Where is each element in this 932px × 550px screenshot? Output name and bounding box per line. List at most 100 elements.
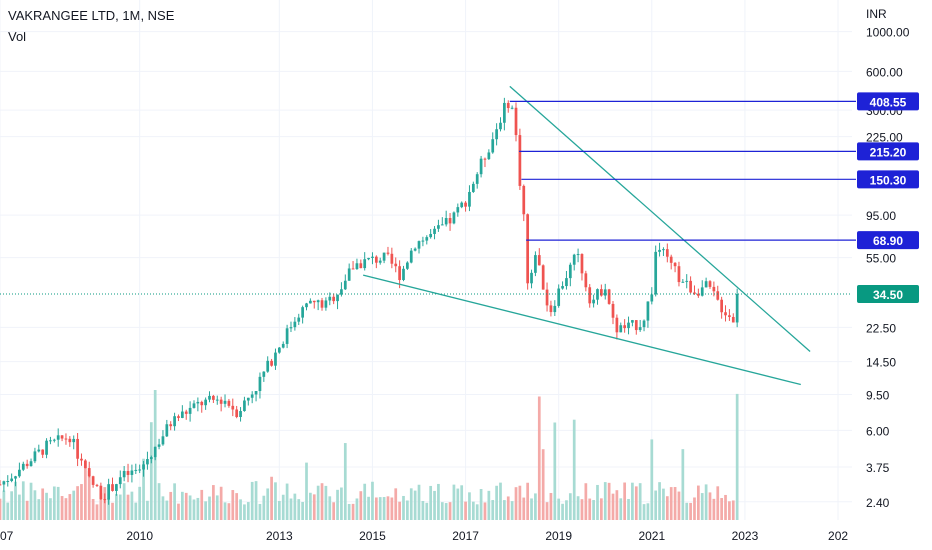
candle-body[interactable] (650, 294, 654, 302)
candle-body[interactable] (254, 391, 258, 395)
candle-body[interactable] (118, 477, 122, 485)
candle-body[interactable] (87, 468, 91, 477)
candle-body[interactable] (227, 400, 231, 406)
candle-body[interactable] (662, 249, 665, 251)
candle-body[interactable] (724, 312, 727, 316)
candle-body[interactable] (215, 399, 219, 401)
candle-body[interactable] (161, 436, 165, 445)
candle-body[interactable] (126, 471, 130, 475)
candle-body[interactable] (549, 305, 553, 313)
candle-body[interactable] (305, 303, 308, 308)
candle-body[interactable] (553, 305, 557, 313)
candle-body[interactable] (293, 321, 297, 328)
candle-body[interactable] (700, 287, 704, 296)
candle-body[interactable] (14, 476, 17, 479)
candle-body[interactable] (471, 183, 475, 192)
candle-body[interactable] (68, 438, 72, 443)
candle-body[interactable] (735, 294, 739, 323)
candle-body[interactable] (18, 469, 21, 477)
candle-body[interactable] (440, 224, 444, 226)
candle-body[interactable] (324, 300, 328, 308)
candle-body[interactable] (355, 263, 359, 270)
candle-body[interactable] (0, 484, 2, 486)
candle-body[interactable] (557, 288, 561, 306)
candle-body[interactable] (103, 499, 107, 501)
candle-body[interactable] (541, 265, 545, 290)
candle-body[interactable] (281, 343, 285, 348)
candle-body[interactable] (312, 300, 316, 303)
candle-body[interactable] (452, 212, 456, 224)
candle-body[interactable] (708, 281, 712, 287)
candle-body[interactable] (638, 327, 642, 331)
candle-body[interactable] (29, 461, 33, 467)
candle-body[interactable] (444, 218, 448, 225)
candle-body[interactable] (219, 399, 223, 404)
candle-body[interactable] (359, 263, 363, 269)
candle-body[interactable] (584, 273, 588, 288)
candle-body[interactable] (394, 263, 398, 267)
candle-body[interactable] (146, 459, 149, 465)
candle-body[interactable] (720, 299, 723, 313)
candle-body[interactable] (568, 264, 572, 279)
candle-body[interactable] (270, 360, 273, 366)
candle-body[interactable] (165, 424, 169, 437)
candle-body[interactable] (80, 458, 83, 461)
candle-body[interactable] (417, 241, 421, 249)
candle-body[interactable] (192, 403, 196, 408)
candle-body[interactable] (115, 484, 118, 491)
candle-body[interactable] (149, 457, 153, 460)
candle-body[interactable] (386, 252, 390, 254)
candle-body[interactable] (363, 259, 367, 269)
candle-body[interactable] (367, 257, 370, 260)
candle-body[interactable] (654, 251, 658, 295)
candle-body[interactable] (530, 272, 533, 284)
candle-body[interactable] (503, 102, 506, 123)
candle-body[interactable] (239, 411, 242, 418)
candle-body[interactable] (45, 440, 48, 455)
candle-body[interactable] (627, 322, 630, 329)
candle-body[interactable] (378, 260, 382, 263)
candle-body[interactable] (619, 325, 623, 333)
candle-body[interactable] (673, 262, 677, 267)
candle-body[interactable] (122, 471, 126, 478)
candle-body[interactable] (545, 289, 549, 306)
candle-body[interactable] (437, 225, 440, 229)
candle-body[interactable] (580, 254, 584, 274)
candle-body[interactable] (526, 214, 530, 284)
candle-body[interactable] (588, 287, 592, 304)
candle-body[interactable] (697, 293, 700, 296)
candle-body[interactable] (274, 352, 277, 366)
candle-body[interactable] (658, 249, 661, 252)
candle-body[interactable] (413, 248, 417, 251)
candle-body[interactable] (173, 416, 176, 427)
candle-body[interactable] (689, 280, 692, 293)
candle-body[interactable] (196, 401, 200, 404)
candle-body[interactable] (409, 250, 413, 263)
candle-body[interactable] (351, 268, 355, 270)
candle-body[interactable] (200, 401, 204, 406)
candle-body[interactable] (561, 286, 564, 289)
candle-body[interactable] (685, 280, 689, 282)
candle-body[interactable] (514, 107, 518, 136)
candle-body[interactable] (72, 438, 76, 443)
candle-body[interactable] (390, 253, 394, 264)
candle-body[interactable] (99, 485, 103, 500)
candle-body[interactable] (25, 463, 29, 467)
candle-body[interactable] (134, 469, 138, 471)
candle-body[interactable] (289, 327, 293, 329)
candle-body[interactable] (316, 300, 320, 303)
candle-body[interactable] (157, 444, 161, 447)
candle-body[interactable] (235, 409, 239, 418)
candle-body[interactable] (204, 399, 207, 406)
candle-body[interactable] (52, 439, 56, 441)
candle-body[interactable] (180, 411, 184, 418)
candle-body[interactable] (83, 460, 87, 469)
candle-body[interactable] (277, 347, 281, 353)
candle-body[interactable] (258, 376, 262, 392)
candle-body[interactable] (631, 320, 634, 323)
candle-body[interactable] (262, 371, 266, 377)
candle-body[interactable] (382, 252, 386, 261)
candle-body[interactable] (250, 394, 254, 398)
candle-body[interactable] (107, 484, 110, 500)
candle-body[interactable] (731, 316, 735, 323)
